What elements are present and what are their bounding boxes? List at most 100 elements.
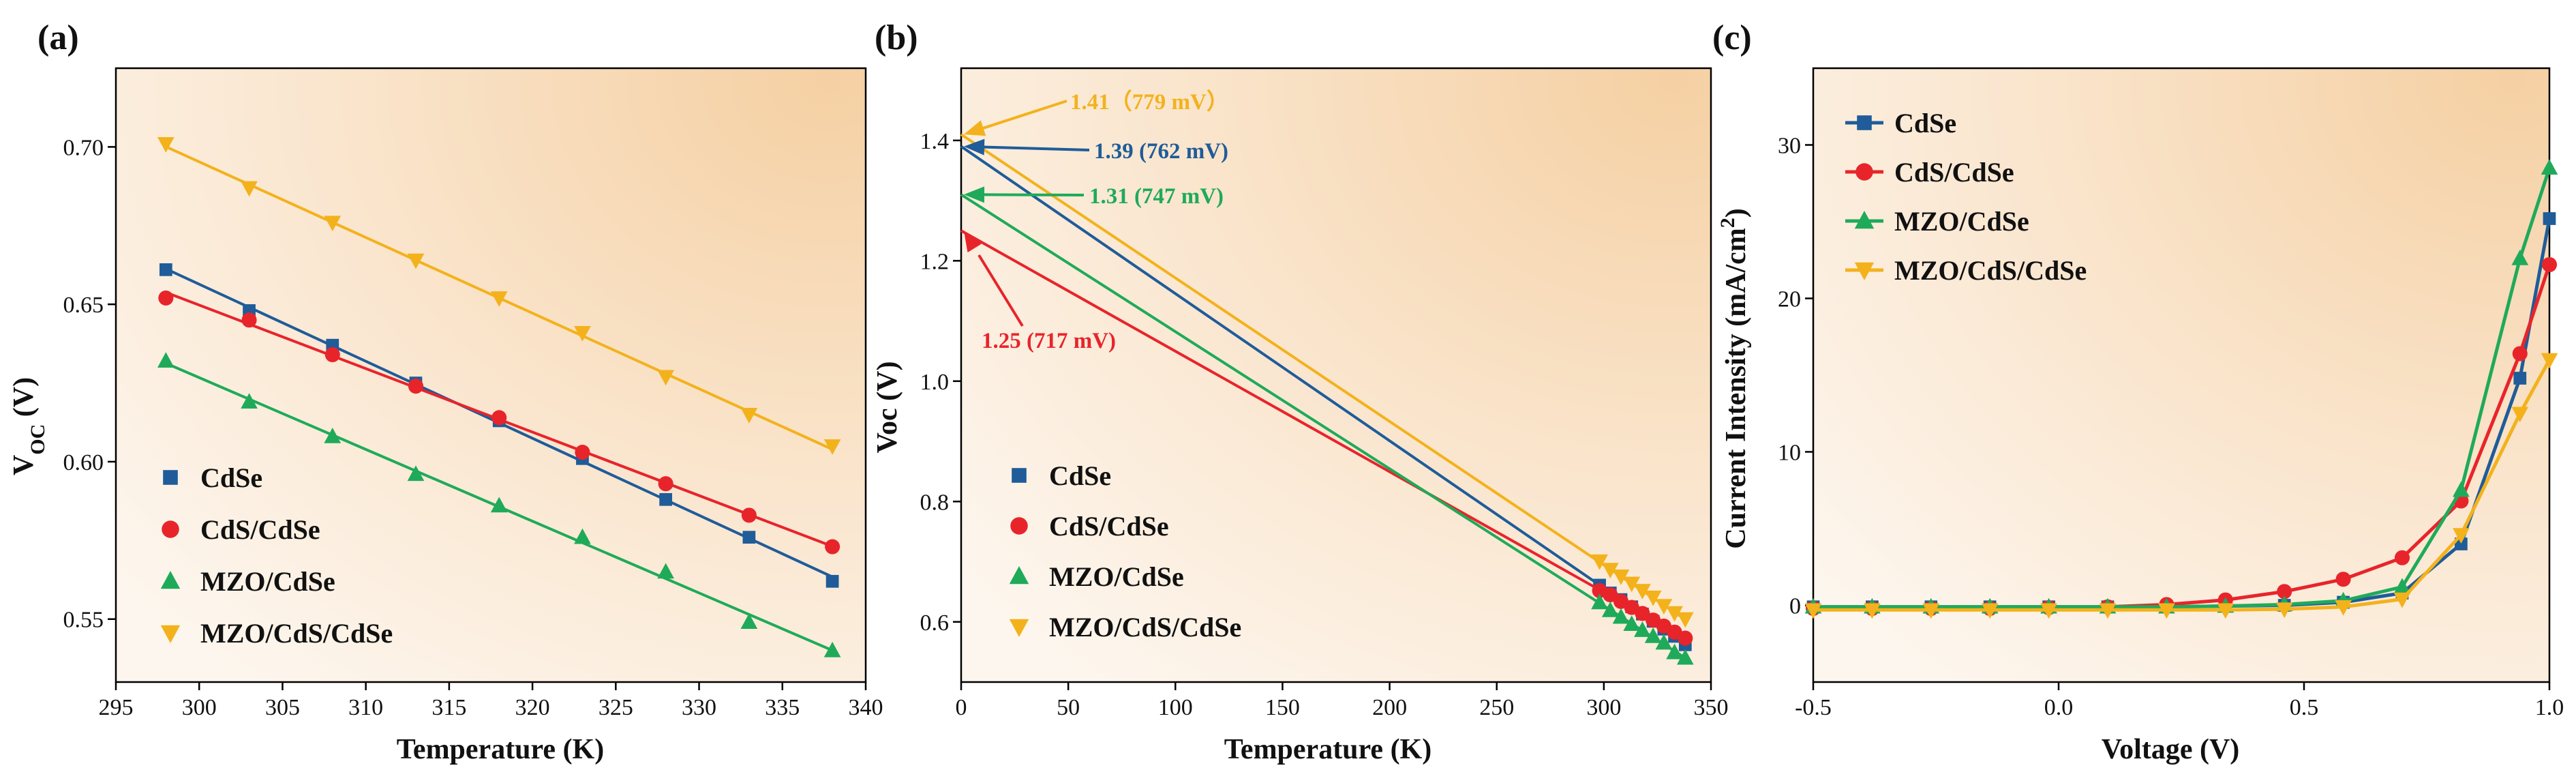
panel-a-x-tick-label: 330 (682, 695, 716, 720)
data-point-cdse (742, 531, 756, 544)
data-point-cdse (2543, 212, 2556, 225)
legend-marker-mzo-cds-cdse (160, 625, 181, 643)
data-point-cds-cdse (2335, 572, 2351, 587)
panel-c-label: (c) (1712, 18, 1752, 57)
legend-label-mzo-cdse: MZO/CdSe (1049, 561, 1184, 592)
annotation-mzo-cdse: 1.31 (747 mV) (1089, 184, 1224, 209)
data-point-mzo-cds-cdse (1981, 603, 1999, 619)
panel-a-y-tick-label: 0.65 (63, 293, 104, 318)
panel-a-x-tick-label: 300 (182, 695, 217, 720)
data-point-cdse (825, 574, 839, 588)
data-point-mzo-cdse (2541, 159, 2558, 175)
panel-b-xlabel: Temperature (K) (1224, 734, 1431, 765)
extrapolated-line-cdse (960, 145, 1686, 645)
panel-a-plot-area (115, 67, 867, 683)
panel-c-y-tick-label: 0 (1789, 594, 1801, 619)
data-point-mzo-cds-cdse (2393, 592, 2411, 608)
data-point-mzo-cds-cdse (1601, 563, 1619, 578)
data-point-mzo-cdse (1591, 593, 1608, 610)
data-point-cds-cdse (741, 507, 757, 523)
data-point-mzo-cdse (1666, 643, 1683, 660)
panel-b-x-tick-label: 100 (1158, 695, 1193, 720)
data-point-mzo-cds-cdse (2099, 603, 2117, 619)
data-point-mzo-cds-cdse (2275, 602, 2293, 619)
curve-mzo-cdse (1813, 167, 2551, 609)
panel-c-y-tick-label: 20 (1778, 287, 1801, 312)
data-point-cds-cdse (575, 445, 590, 460)
data-point-cds-cdse (324, 346, 340, 363)
panel-b-y-tick-label: 1.0 (920, 370, 950, 395)
panel-c-y-tick-label: 30 (1778, 134, 1801, 159)
legend-marker-cdse (1857, 115, 1872, 130)
data-point-mzo-cds-cdse (2158, 603, 2175, 619)
data-point-mzo-cds-cdse (1623, 576, 1641, 593)
data-point-mzo-cdse (157, 352, 175, 368)
legend-marker-cds-cdse (162, 520, 179, 538)
panel-b-ylabel: Voc (V) (872, 361, 903, 454)
panel-c-x-tick-label: 0.0 (2044, 695, 2074, 720)
panel-a-x-tick-label: 315 (431, 695, 466, 720)
panel-a-x-tick-label: 325 (598, 695, 633, 720)
data-point-mzo-cds-cdse (1804, 603, 1822, 619)
data-point-mzo-cdse (407, 465, 425, 482)
annotation-mzo-cds-cdse: 1.41（779 mV） (1070, 89, 1229, 115)
annotation-arrowhead-mzo-cdse (964, 186, 985, 203)
data-point-mzo-cds-cdse (1634, 584, 1651, 600)
legend-label-mzo-cds-cdse: MZO/CdS/CdSe (200, 618, 393, 649)
data-point-cds-cdse (241, 312, 257, 328)
data-point-mzo-cds-cdse (740, 407, 758, 424)
curve-mzo-cds-cdse (1813, 359, 2551, 612)
data-point-mzo-cds-cdse (823, 439, 841, 455)
data-point-mzo-cdse (241, 393, 258, 409)
panel-b-y-tick-label: 0.8 (920, 490, 950, 515)
legend-label-cdse: CdSe (200, 462, 262, 493)
data-point-cds-cdse (158, 290, 174, 306)
data-point-mzo-cds-cdse (1591, 554, 1608, 570)
legend-label-cds-cdse: CdS/CdSe (200, 514, 320, 545)
panel-a-chart: (a) VOC (V) Temperature (K) 295 300 305 310… (8, 18, 883, 765)
data-point-cds-cdse (2394, 550, 2410, 565)
data-point-mzo-cdse (823, 641, 841, 658)
annotation-arrowhead-cdse (964, 138, 985, 156)
data-point-mzo-cds-cdse (2453, 528, 2470, 544)
panel-c-x-tick-label: -0.5 (1795, 695, 1832, 720)
panel-c-xlabel: Voltage (V) (2102, 734, 2240, 765)
data-point-mzo-cdse (1655, 634, 1673, 650)
extrapolated-line-mzo-cdse (960, 193, 1686, 660)
data-point-mzo-cdse (1601, 602, 1619, 617)
data-point-mzo-cdse (490, 497, 508, 513)
annotation-arrow-shaft-cds-cdse (978, 254, 1024, 327)
legend-label-mzo-cds-cdse: MZO/CdS/CdSe (1894, 255, 2087, 286)
annotation-arrow-shaft-mzo-cdse (978, 193, 1085, 196)
panel-a-y-tick-label: 0.70 (63, 135, 104, 160)
panel-b-x-tick-label: 350 (1694, 695, 1729, 720)
data-point-mzo-cdse (1644, 627, 1662, 643)
legend-marker-mzo-cds-cdse (1009, 619, 1029, 637)
data-point-mzo-cds-cdse (1676, 612, 1694, 628)
annotation-arrow-shaft-mzo-cds-cdse (978, 100, 1067, 131)
data-point-mzo-cds-cdse (574, 325, 591, 342)
panel-c-x-tick-label: 1.0 (2535, 695, 2564, 720)
legend-label-cds-cdse: CdS/CdSe (1894, 157, 2014, 188)
data-point-mzo-cdse (2393, 578, 2411, 594)
annotation-arrowhead-mzo-cds-cdse (964, 120, 986, 136)
data-point-mzo-cds-cdse (1666, 606, 1683, 622)
panel-c-ylabel: Current Intensity (mA/cm2) (1716, 208, 1753, 549)
data-point-mzo-cds-cdse (1922, 603, 1940, 619)
legend-marker-cds-cdse (1010, 517, 1028, 535)
data-point-mzo-cds-cdse (2335, 600, 2352, 616)
data-point-mzo-cds-cdse (657, 370, 675, 386)
data-point-mzo-cds-cdse (324, 216, 342, 232)
data-point-cds-cdse (2512, 346, 2528, 361)
data-point-mzo-cds-cdse (1612, 569, 1630, 585)
data-point-mzo-cds-cdse (157, 137, 175, 153)
legend-marker-cdse (1012, 468, 1027, 483)
data-point-cds-cdse (2277, 584, 2292, 600)
panel-b-x-tick-label: 250 (1479, 695, 1514, 720)
data-point-cds-cdse (491, 410, 507, 426)
data-point-mzo-cdse (1634, 621, 1651, 637)
data-point-cdse (159, 263, 172, 276)
data-point-mzo-cds-cdse (2511, 407, 2529, 423)
data-point-cdse (2513, 372, 2527, 385)
annotation-arrow-shaft-cdse (978, 145, 1090, 151)
